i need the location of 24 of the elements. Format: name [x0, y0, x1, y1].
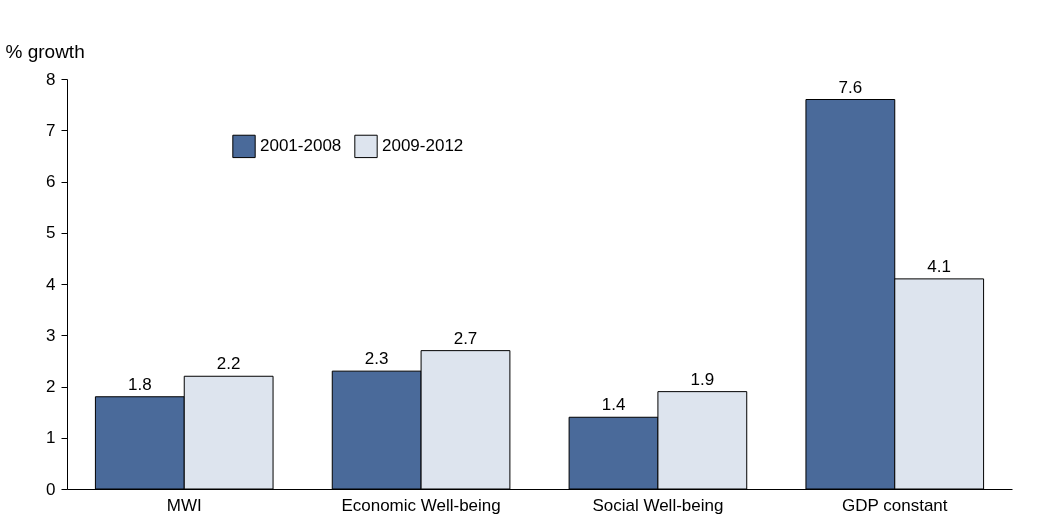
x-tick-label: Economic Well-being: [341, 495, 501, 515]
data-label: 7.6: [838, 77, 863, 97]
y-tick-label: 1: [46, 428, 56, 448]
y-tick-label: 2: [46, 377, 56, 396]
y-tick-label: 3: [46, 325, 56, 345]
legend-label: 2001-2008: [260, 136, 342, 156]
data-label: 2.2: [216, 354, 241, 374]
y-tick-label: 5: [46, 223, 56, 243]
data-label: 1.8: [128, 374, 152, 394]
x-tick-label: MWI: [166, 495, 202, 515]
x-tick-label: Social Well-being: [592, 495, 724, 515]
data-label: 2.3: [364, 349, 389, 369]
y-tick-label: 7: [46, 120, 56, 140]
data-label: 1.9: [690, 369, 715, 389]
data-label: 2.7: [453, 328, 478, 348]
y-tick-label: 8: [46, 69, 56, 89]
y-tick-label: 4: [46, 274, 56, 294]
y-tick-label: 0: [46, 479, 56, 499]
data-label: 1.4: [601, 395, 626, 415]
y-tick-label: 6: [46, 172, 56, 191]
y-axis-title: % growth: [5, 40, 85, 62]
data-label: 4.1: [927, 256, 951, 276]
legend-label: 2009-2012: [382, 136, 464, 156]
x-tick-label: GDP constant: [842, 495, 948, 515]
